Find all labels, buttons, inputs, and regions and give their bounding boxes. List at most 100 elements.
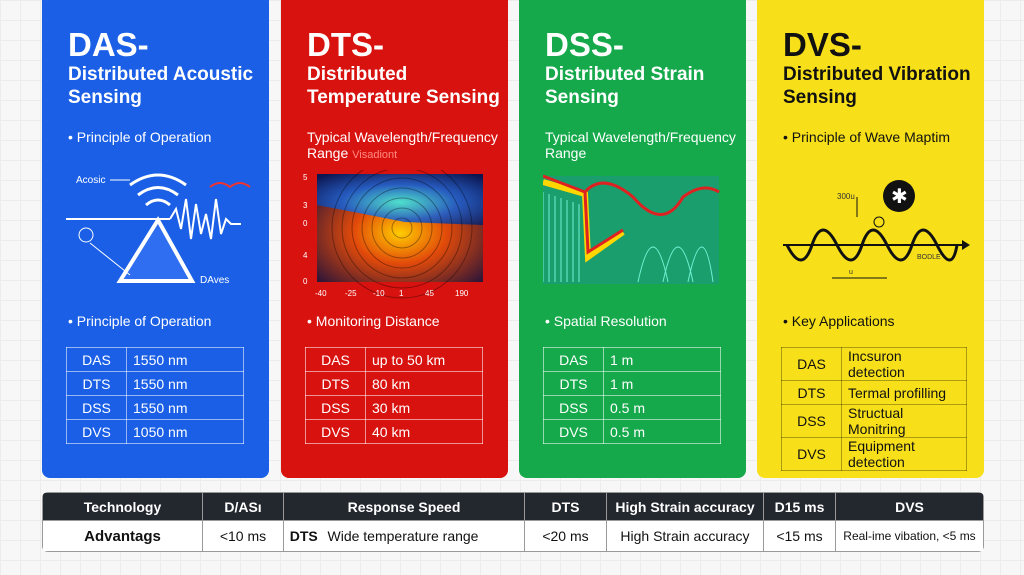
vibration-wave-illustration: 300u ✱ BODLE u (783, 180, 970, 279)
table-cell: DVS (834, 492, 984, 521)
dts-card: DTS- Distributed Temperature Sensing Typ… (281, 0, 508, 478)
table-cell: 45 (425, 289, 434, 298)
table-cell: 1050 nm (126, 419, 244, 444)
distance-table: DAS up to 50 km DTS 80 km DSS 30 km DVS 40 k… (305, 347, 483, 444)
table-cell: DTS (283, 520, 324, 552)
table-cell: DTS (781, 380, 842, 405)
table-cell: DSS (305, 395, 366, 420)
card-abbr: DSS- (545, 26, 624, 63)
table-cell: High Strain accuracy (605, 520, 764, 552)
table-row: DTS 1550 nm (66, 371, 244, 396)
table-row: DAS 1550 nm (66, 347, 244, 372)
table-cell: -40 (315, 289, 327, 298)
table-row: Advantags <10 ms DTS Wide temperature ra… (42, 520, 984, 552)
table-cell: Advantags (42, 520, 203, 552)
section-heading: • Principle of Operation (68, 313, 212, 329)
table-cell: DAS (66, 347, 127, 372)
table-cell: Structual Monitring (841, 404, 967, 438)
table-row: DVS Equipment detection (781, 437, 967, 471)
table-cell: Equipment detection (841, 437, 967, 471)
section-heading: • Spatial Resolution (545, 313, 667, 329)
table-cell: -25 (345, 289, 357, 298)
table-cell: up to 50 km (365, 347, 483, 372)
illus-label: DAves (200, 275, 229, 286)
table-cell: Response Speed (283, 492, 525, 521)
das-card: DAS- Distributed Acoustic Sensing • Prin… (42, 0, 269, 478)
table-cell: DAS (781, 347, 842, 381)
card-title: Distributed Temperature Sensing (307, 64, 500, 108)
table-row: DVS 40 km (305, 419, 483, 444)
table-cell: 1 (399, 289, 404, 298)
table-cell: D15 ms (762, 492, 836, 521)
table-cell: -10 (373, 289, 385, 298)
table-row: DSS 0.5 m (543, 395, 721, 420)
table-cell: 1 m (603, 371, 721, 396)
strain-waveform-illustration (543, 174, 720, 284)
table-cell: 0 (303, 277, 308, 286)
card-abbr: DAS- (68, 26, 149, 63)
table-cell: Real-ime vibation, <5 ms (834, 520, 984, 552)
temperature-heatmap: 5 3 0 4 0 -40 -25 -10 1 45 190 (303, 170, 483, 299)
table-row: DVS 1050 nm (66, 419, 244, 444)
table-cell: <10 ms (202, 520, 284, 552)
card-abbr: DTS- (307, 26, 384, 63)
card-title: Distributed Acoustic Sensing (68, 64, 254, 108)
table-cell: 1550 nm (126, 395, 244, 420)
table-cell: 30 km (365, 395, 483, 420)
resolution-table: DAS 1 m DTS 1 m DSS 0.5 m DVS 0.5 m (543, 347, 721, 444)
table-cell: 1550 nm (126, 371, 244, 396)
table-cell: <15 ms (762, 520, 836, 552)
star-icon: ✱ (891, 186, 908, 208)
card-title: Distributed Strain Sensing (545, 64, 705, 108)
table-cell: 0.5 m (603, 419, 721, 444)
table-cell: DTS (66, 371, 127, 396)
table-row: DTS 80 km (305, 371, 483, 396)
dvs-card: DVS- Distributed Vibration Sensing • Pri… (757, 0, 984, 478)
table-cell: 4 (303, 251, 308, 260)
table-cell: DVS (66, 419, 127, 444)
table-row: DAS 1 m (543, 347, 721, 372)
table-cell: 40 km (365, 419, 483, 444)
table-cell: Wide temperature range (323, 520, 525, 552)
illus-label: 300u (837, 192, 855, 201)
table-cell: DAS (543, 347, 604, 372)
illus-label: u (849, 269, 853, 276)
table-row: DAS up to 50 km (305, 347, 483, 372)
table-cell: DAS (305, 347, 366, 372)
table-cell: 80 km (365, 371, 483, 396)
dss-card: DSS- Distributed Strain Sensing Typical … (519, 0, 746, 478)
table-row: DSS 1550 nm (66, 395, 244, 420)
table-row: DSS 30 km (305, 395, 483, 420)
table-cell: Termal profilling (841, 380, 967, 405)
section-heading: • Principle of Wave Maptim (783, 129, 950, 145)
table-cell: DVS (781, 437, 842, 471)
table-cell: Visadiont (352, 149, 398, 161)
table-cell: Incsuron detection (841, 347, 967, 381)
section-heading: • Principle of Operation (68, 129, 212, 145)
section-heading: • Key Applications (783, 313, 895, 329)
table-cell: Typical Wavelength/Frequency Range (307, 129, 498, 161)
table-cell: DVS (543, 419, 604, 444)
table-cell: 1550 nm (126, 347, 244, 372)
table-cell: D/ASı (202, 492, 284, 521)
table-row: DVS 0.5 m (543, 419, 721, 444)
table-row: DAS Incsuron detection (781, 347, 967, 381)
table-cell: 0 (303, 219, 308, 228)
table-cell: DTS (543, 371, 604, 396)
table-row: DSS Structual Monitring (781, 404, 967, 438)
illus-label: Acosic (76, 175, 105, 186)
table-cell: Technology (42, 492, 203, 521)
table-row: DTS 1 m (543, 371, 721, 396)
table-row: DTS Termal profilling (781, 380, 967, 405)
wavelength-table: DAS 1550 nm DTS 1550 nm DSS 1550 nm DVS 1050… (66, 347, 244, 444)
table-cell: DSS (543, 395, 604, 420)
section-heading: Typical Wavelength/Frequency Range Visad… (307, 129, 507, 163)
table-cell: DVS (305, 419, 366, 444)
card-abbr: DVS- (783, 26, 862, 63)
table-cell: 5 (303, 173, 308, 182)
table-cell: 190 (455, 289, 469, 298)
table-cell: DTS (523, 492, 607, 521)
table-cell: 0.5 m (603, 395, 721, 420)
comparison-table: Technology D/ASı Response Speed DTS High… (42, 492, 984, 552)
table-cell: DSS (66, 395, 127, 420)
